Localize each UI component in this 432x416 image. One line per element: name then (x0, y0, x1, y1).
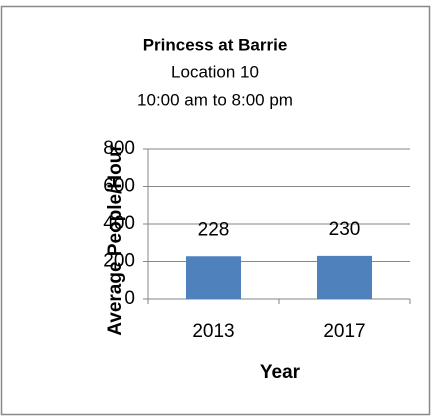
y-tick-label: 0 (124, 288, 135, 309)
bar (185, 256, 242, 299)
chart-title: Princess at Barrie (143, 35, 288, 54)
chart-subtitle: 10:00 am to 8:00 pm (137, 90, 293, 109)
data-label: 230 (329, 219, 361, 240)
chart-subtitle: Location 10 (171, 62, 259, 81)
y-axis-label: Average People/Hour (105, 144, 126, 336)
chart-border (0, 5, 431, 416)
bar (316, 255, 373, 299)
x-tick-label: 2017 (323, 321, 365, 342)
data-label: 228 (198, 219, 230, 240)
y-tick-label: 200 (103, 251, 135, 272)
y-tick-label: 400 (103, 213, 135, 234)
x-tick-label: 2013 (192, 321, 234, 342)
y-tick-label: 800 (103, 138, 135, 159)
x-axis-label: Year (260, 362, 301, 383)
y-tick-label: 600 (103, 176, 135, 197)
